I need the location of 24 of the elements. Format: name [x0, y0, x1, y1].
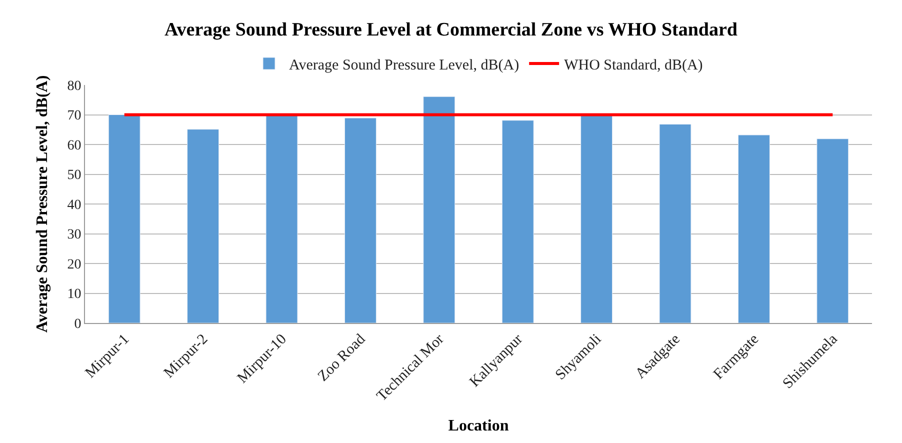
bar: [344, 118, 376, 323]
bar: [580, 114, 613, 323]
bar: [108, 114, 140, 323]
y-tick-label: 20: [67, 257, 82, 272]
y-tick-label: 0: [74, 316, 82, 332]
bar: [738, 134, 770, 323]
chart-title: Average Sound Pressure Level at Commercial Zone vs WHO Standard: [164, 19, 738, 40]
y-tick-label: 50: [67, 168, 82, 184]
legend-label: Average Sound Pressure Level, dB(A): [289, 57, 520, 74]
x-axis-title: Location: [448, 417, 509, 434]
bar: [423, 96, 456, 323]
bar: [659, 124, 692, 323]
y-tick-label: 80: [67, 78, 82, 94]
bar: [502, 120, 534, 323]
bar: [187, 129, 220, 323]
y-tick-label: 40: [67, 198, 82, 213]
y-tick-label: 60: [67, 138, 82, 154]
y-axis-title: Average Sound Pressure Level, dB(A): [34, 75, 52, 333]
bar: [816, 138, 849, 323]
y-tick-label: 70: [67, 108, 82, 124]
bar: [266, 114, 298, 323]
y-tick-label: 30: [67, 228, 82, 243]
y-tick-label: 10: [67, 287, 82, 302]
legend-label: WHO Standard, dB(A): [564, 57, 703, 74]
